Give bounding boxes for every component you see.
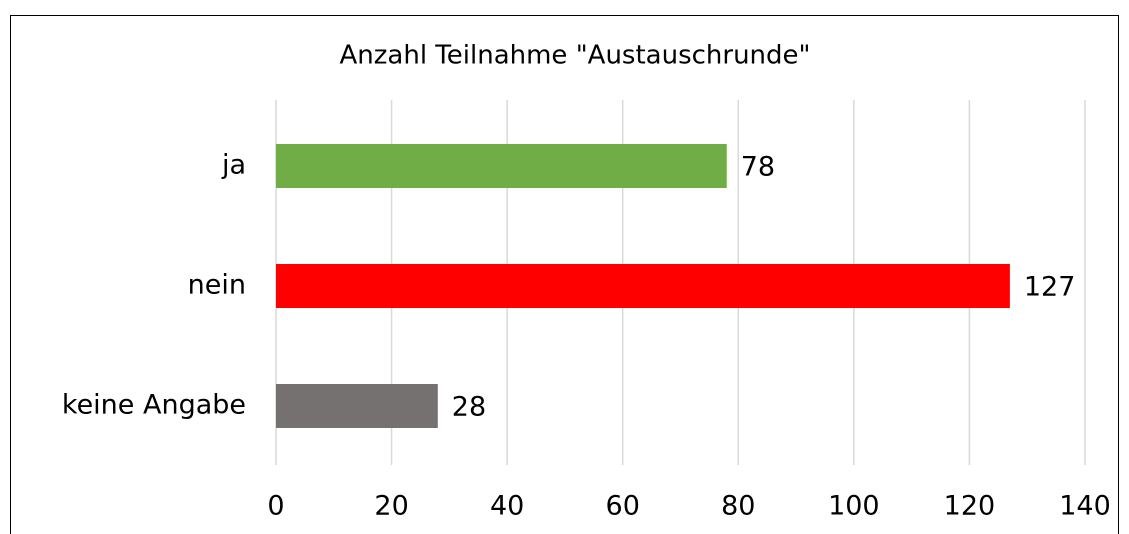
data-label: 127	[1024, 272, 1076, 303]
chart-title: Anzahl Teilnahme "Austauschrunde"	[340, 41, 811, 71]
y-tick-label: keine Angabe	[62, 390, 246, 421]
x-tick-label: 0	[267, 491, 284, 522]
y-tick-label: nein	[188, 270, 246, 301]
x-tick-label: 120	[944, 491, 996, 522]
x-tick-label: 80	[721, 491, 755, 522]
x-tick-label: 20	[374, 491, 408, 522]
bar	[276, 264, 1010, 308]
x-tick-label: 60	[606, 491, 640, 522]
y-tick-label: ja	[221, 150, 246, 181]
chart-frame	[10, 15, 1119, 534]
x-tick-label: 140	[1059, 491, 1111, 522]
bar	[276, 384, 438, 428]
x-tick-label: 40	[490, 491, 524, 522]
data-label: 28	[452, 392, 486, 423]
data-label: 78	[741, 152, 775, 183]
bar	[276, 144, 727, 188]
x-tick-label: 100	[828, 491, 880, 522]
